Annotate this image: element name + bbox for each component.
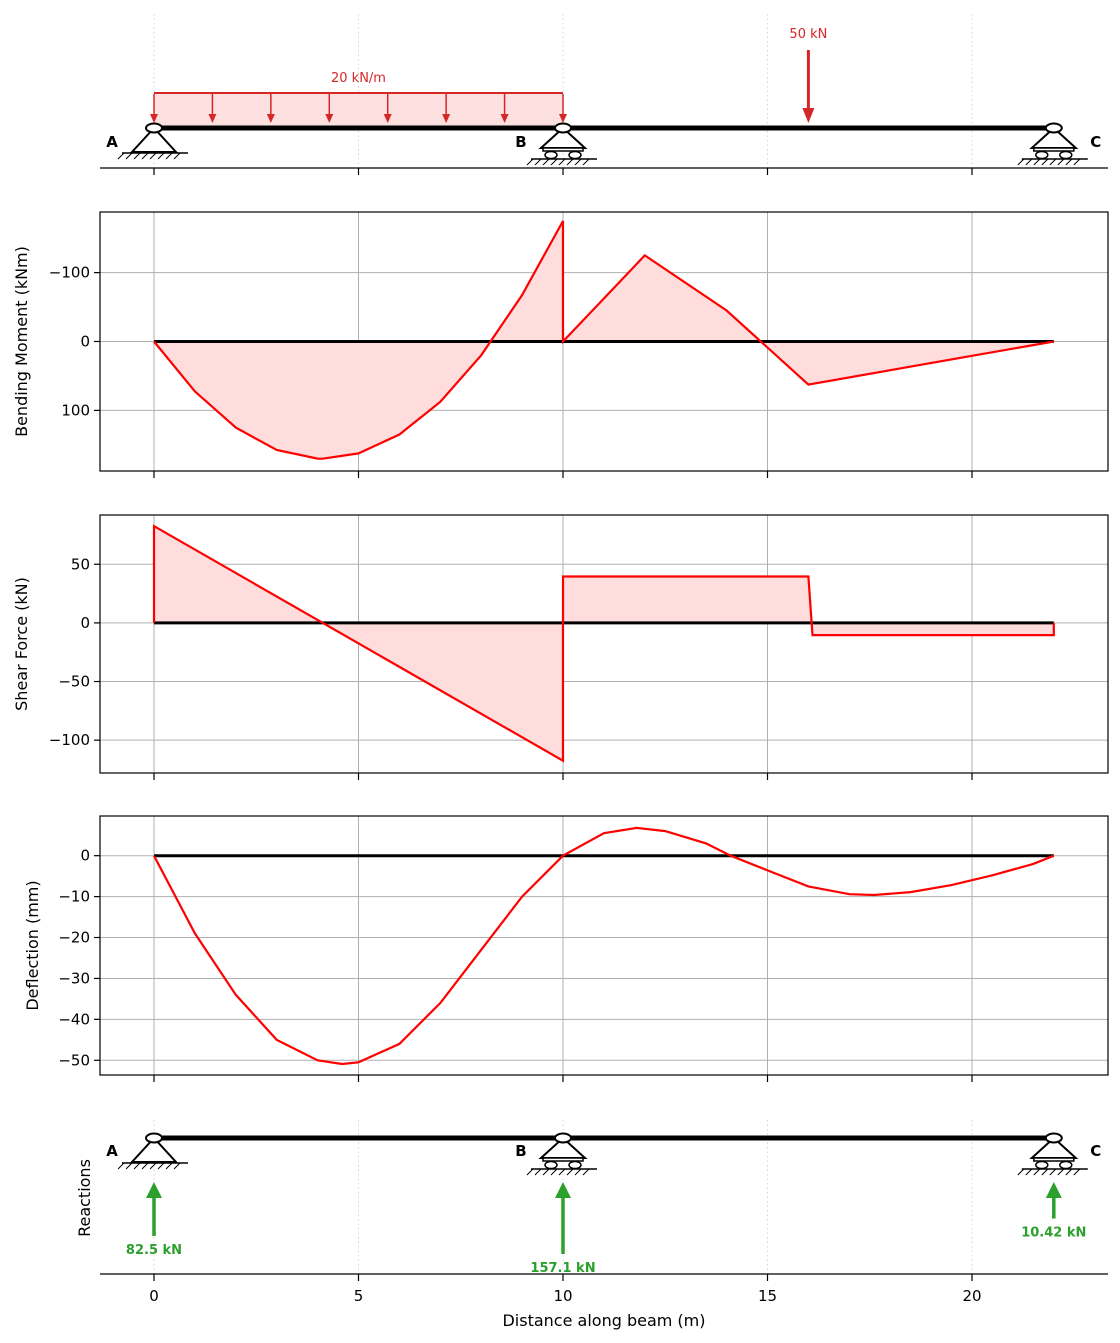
shear-fill	[154, 526, 1054, 761]
udl-arrowhead	[208, 114, 217, 123]
d-y-tick-label: −40	[58, 1010, 90, 1028]
reactions-axis-label: Reactions	[75, 1159, 94, 1237]
distributed-load-arrows	[150, 94, 567, 123]
support-label-b: B	[515, 133, 526, 151]
reaction-label-c: 10.42 kN	[1021, 1226, 1086, 1241]
m-y-tick-label: 0	[80, 333, 90, 351]
d-y-tick-label: −50	[58, 1051, 90, 1069]
reaction-arrowhead	[146, 1182, 162, 1198]
x-tick-label: 10	[553, 1287, 572, 1305]
m-y-tick-label: 100	[61, 401, 90, 419]
reaction-arrowhead	[555, 1182, 571, 1198]
udl-arrowhead	[559, 114, 567, 123]
shear-gridlines	[100, 515, 1108, 773]
d-y-tick-label: −30	[58, 969, 90, 987]
x-axis-label: Distance along beam (m)	[502, 1311, 705, 1330]
d-y-tick-label: −10	[58, 888, 90, 906]
deflection-panel: 0 −10 −20 −30 −40 −50 Deflection (mm)	[23, 815, 1109, 1082]
support-c	[1017, 122, 1088, 166]
x-tick-label: 15	[758, 1287, 777, 1305]
x-tick-label: 20	[962, 1287, 981, 1305]
support-label-a: A	[106, 133, 118, 151]
shear-axes-frame	[99, 514, 1109, 774]
support-label-c: C	[1090, 133, 1101, 151]
moment-fill	[154, 221, 1054, 459]
distributed-load-label: 20 kN/m	[331, 71, 386, 86]
loading-gridlines	[153, 14, 973, 168]
supports-top	[117, 122, 1088, 166]
d-y-tick-label: −20	[58, 929, 90, 947]
support-c	[1017, 1132, 1088, 1176]
reaction-label-a: 82.5 kN	[126, 1243, 182, 1258]
x-tick-label: 5	[354, 1287, 364, 1305]
shear-curve	[152, 524, 1055, 763]
reaction-arrows	[146, 1182, 1062, 1254]
reaction-arrowhead	[1045, 1182, 1062, 1198]
shear-ticks: 50 0 −50 −100	[49, 555, 973, 780]
support-b	[526, 122, 597, 166]
bending-moment-panel: −100 0 100 Bending Moment (kNm)	[12, 211, 1109, 478]
moment-curve	[153, 220, 1054, 460]
v-y-tick-label: −50	[58, 673, 90, 691]
v-y-tick-label: −100	[49, 731, 90, 749]
d-y-tick-label: 0	[80, 847, 90, 865]
v-y-tick-label: 0	[80, 614, 90, 632]
m-y-tick-label: −100	[49, 264, 90, 282]
reaction-label-b: 157.1 kN	[530, 1261, 595, 1276]
udl-arrowhead	[383, 114, 392, 123]
support-label-a-bottom: A	[106, 1142, 118, 1160]
shear-axis-label: Shear Force (kN)	[12, 577, 31, 711]
support-a	[117, 122, 188, 160]
udl-arrowhead	[266, 114, 275, 123]
udl-arrowhead	[500, 114, 509, 123]
deflection-curve	[153, 826, 1055, 1066]
supports-bottom	[117, 1132, 1088, 1176]
deflection-gridlines	[100, 816, 1108, 1075]
deflection-axes-frame	[99, 815, 1109, 1076]
support-a	[117, 1132, 188, 1170]
v-y-tick-label: 50	[71, 555, 90, 573]
support-label-c-bottom: C	[1090, 1142, 1101, 1160]
udl-arrowhead	[325, 114, 334, 123]
support-b	[526, 1132, 597, 1176]
distributed-load-area	[154, 93, 563, 128]
deflection-axis-label: Deflection (mm)	[23, 880, 42, 1010]
reactions-x-ticks: 0 5 10 15 20	[149, 1274, 982, 1305]
x-tick-label: 0	[149, 1287, 159, 1305]
reactions-panel: A B C 82.5 kN 157.1 kN 10.42 kN 0 5 10 15 20…	[75, 1120, 1108, 1330]
loading-panel: 20 kN/m 50 kN A B C	[100, 14, 1108, 175]
shear-force-panel: 50 0 −50 −100 Shear Force (kN)	[12, 514, 1109, 780]
point-load-arrowhead	[802, 108, 815, 123]
loading-x-ticks	[153, 168, 973, 175]
support-label-b-bottom: B	[515, 1142, 526, 1160]
deflection-ticks: 0 −10 −20 −30 −40 −50	[58, 847, 973, 1082]
moment-axis-label: Bending Moment (kNm)	[12, 246, 31, 437]
udl-arrowhead	[150, 114, 158, 123]
point-load-label: 50 kN	[789, 27, 827, 42]
moment-ticks: −100 0 100	[49, 264, 973, 478]
udl-arrowhead	[442, 114, 451, 123]
